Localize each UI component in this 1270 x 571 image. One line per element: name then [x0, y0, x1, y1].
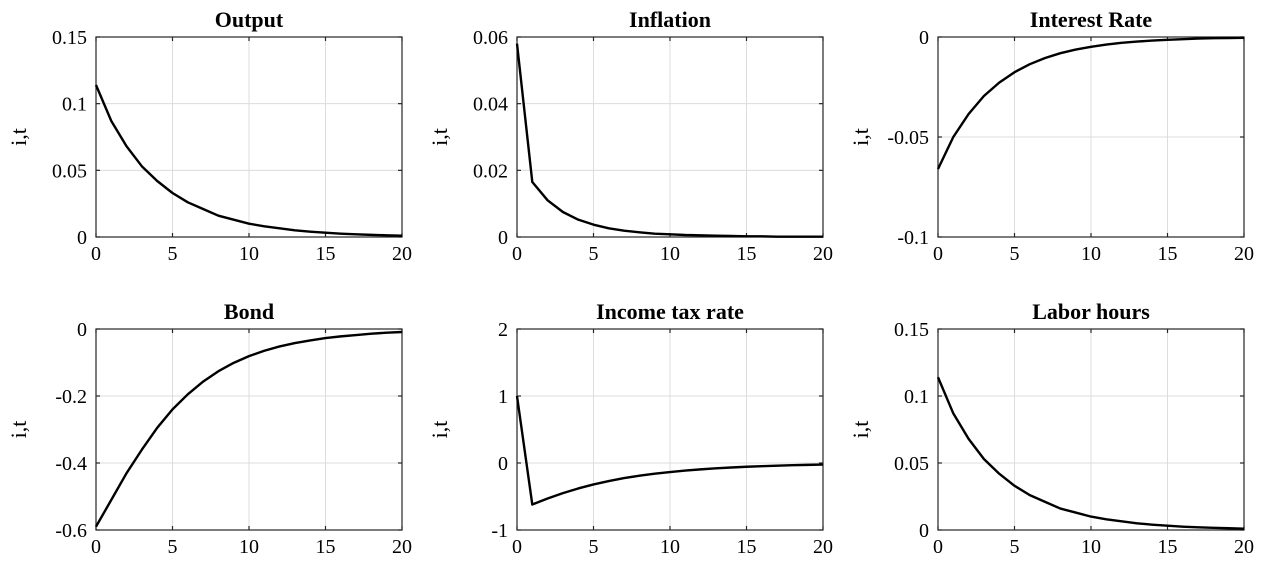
y-tick-label: 0	[498, 227, 508, 249]
chart-panel: 0 5 10 15 20 0 0.05 0.1 0.15 Output i,t	[6, 7, 412, 265]
y-axis-label: i,t	[848, 128, 873, 146]
chart-title: Inflation	[629, 7, 711, 32]
y-tick-label: -0.05	[887, 127, 929, 149]
x-tick-label: 10	[239, 243, 259, 265]
x-tick-label: 0	[91, 536, 101, 558]
x-tick-label: 15	[737, 243, 757, 265]
series-line	[94, 84, 403, 237]
y-tick-label: 0	[498, 453, 508, 475]
y-tick-label: 0	[77, 227, 87, 249]
y-tick-label: 0	[77, 319, 87, 341]
x-tick-label: 5	[1010, 536, 1020, 558]
series-line	[515, 395, 824, 506]
y-tick-label: 0	[919, 27, 929, 49]
y-tick-label: 0.1	[62, 94, 87, 116]
y-axis-label: i,t	[427, 128, 452, 146]
x-tick-label: 10	[1081, 536, 1101, 558]
x-tick-label: 10	[239, 536, 259, 558]
x-tick-label: 20	[813, 243, 833, 265]
y-tick-label: 0.15	[52, 27, 87, 49]
x-tick-label: 0	[512, 243, 522, 265]
y-tick-label: 0.02	[473, 160, 508, 182]
x-tick-label: 10	[660, 243, 680, 265]
chart-title: Bond	[224, 299, 274, 324]
x-tick-label: 0	[512, 536, 522, 558]
chart-title: Labor hours	[1032, 299, 1150, 324]
y-tick-label: -0.6	[55, 520, 87, 542]
chart-title: Income tax rate	[596, 299, 744, 324]
x-tick-label: 15	[316, 243, 336, 265]
x-tick-label: 0	[91, 243, 101, 265]
y-tick-label: 0.15	[894, 319, 929, 341]
y-tick-label: 0.1	[904, 386, 929, 408]
x-tick-label: 20	[1234, 243, 1254, 265]
chart-panel: 0 5 10 15 20 0 0.05 0.1 0.15 Labor hours i,t	[848, 299, 1254, 558]
x-tick-label: 5	[168, 536, 178, 558]
y-tick-label: 0.05	[52, 160, 87, 182]
x-tick-label: 20	[813, 536, 833, 558]
x-tick-label: 20	[1234, 536, 1254, 558]
y-tick-label: 1	[498, 386, 508, 408]
y-tick-label: 2	[498, 319, 508, 341]
x-tick-label: 15	[1158, 243, 1178, 265]
x-tick-label: 5	[589, 536, 599, 558]
y-tick-label: -0.2	[55, 386, 87, 408]
chart-panel: 0 5 10 15 20 0 0.02 0.04 0.06 Inflation i,t	[427, 7, 833, 265]
x-tick-label: 5	[589, 243, 599, 265]
series-line	[94, 330, 403, 528]
y-tick-label: 0	[919, 520, 929, 542]
y-tick-label: 0.06	[473, 27, 508, 49]
series-line	[936, 376, 1245, 530]
x-tick-label: 5	[1010, 243, 1020, 265]
chart-panel: 0 5 10 15 20 -0.6 -0.4 -0.2 0 Bond i,t	[6, 299, 412, 558]
chart-panel: 0 5 10 15 20 -0.1 -0.05 0 Interest Rate i,t	[848, 7, 1254, 265]
x-tick-label: 10	[660, 536, 680, 558]
series-line	[515, 43, 823, 238]
x-tick-label: 15	[1158, 536, 1178, 558]
y-axis-label: i,t	[848, 421, 873, 439]
y-tick-label: 0.04	[473, 94, 508, 116]
y-axis-label: i,t	[427, 421, 452, 439]
x-tick-label: 15	[737, 536, 757, 558]
y-axis-label: i,t	[6, 421, 31, 439]
series-line	[936, 36, 1245, 170]
y-tick-label: -1	[491, 520, 508, 542]
y-tick-label: -0.4	[55, 453, 87, 475]
x-tick-label: 15	[316, 536, 336, 558]
y-tick-label: 0.05	[894, 453, 929, 475]
x-tick-label: 0	[933, 536, 943, 558]
chart-title: Output	[215, 7, 284, 32]
x-tick-label: 20	[392, 243, 412, 265]
y-tick-label: -0.1	[897, 227, 929, 249]
y-axis-label: i,t	[6, 128, 31, 146]
x-tick-label: 20	[392, 536, 412, 558]
x-tick-label: 0	[933, 243, 943, 265]
x-tick-label: 5	[168, 243, 178, 265]
x-tick-label: 10	[1081, 243, 1101, 265]
chart-title: Interest Rate	[1030, 7, 1153, 32]
